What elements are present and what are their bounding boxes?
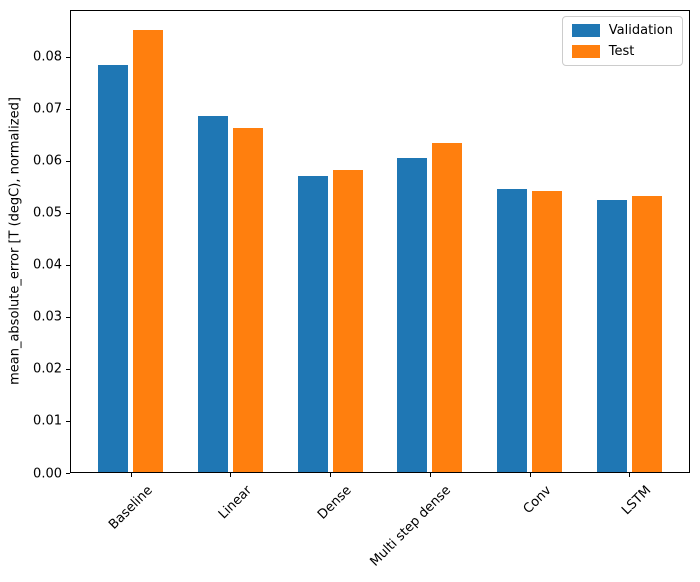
x-tick-mark [130, 473, 132, 477]
y-tick-label: 0.03 [33, 309, 62, 325]
x-tick-label: Dense [315, 483, 355, 523]
x-tick-mark [230, 473, 232, 477]
y-tick-label: 0.02 [33, 361, 62, 377]
legend-label-validation: Validation [608, 23, 673, 38]
bar-test-lstm [631, 195, 662, 472]
bar-validation-conv [497, 189, 527, 472]
plot-area [70, 10, 690, 473]
y-tick-mark [66, 160, 70, 162]
y-tick-label: 0.01 [33, 413, 62, 429]
bar-validation-dense [297, 175, 328, 472]
y-tick-label: 0.07 [33, 101, 62, 117]
x-tick-label: Baseline [105, 483, 156, 533]
x-tick-label: LSTM [618, 483, 654, 519]
x-tick-mark [529, 473, 531, 477]
legend-swatch-validation [571, 24, 600, 37]
y-tick-mark [66, 420, 70, 422]
y-tick-label: 0.08 [33, 49, 62, 65]
x-tick-mark [330, 473, 332, 477]
bar-test-multi-step-dense [432, 143, 463, 472]
bar-validation-baseline [98, 64, 129, 472]
y-tick-mark [66, 473, 70, 474]
bar-test-linear [232, 128, 263, 472]
y-tick-mark [66, 368, 70, 370]
y-tick-label: 0.06 [33, 153, 62, 169]
bar-test-dense [332, 169, 363, 472]
y-tick-mark [66, 316, 70, 318]
x-tick-label: Multi step dense [367, 483, 455, 570]
y-tick-mark [66, 56, 70, 58]
bar-validation-lstm [596, 200, 627, 472]
y-tick-mark [66, 212, 70, 214]
legend: Validation Test [561, 16, 683, 66]
x-tick-label: Linear [215, 483, 256, 523]
y-tick-label: 0.00 [33, 466, 62, 481]
x-tick-mark [629, 473, 631, 477]
y-tick-label: 0.04 [33, 257, 62, 273]
bar-test-baseline [133, 29, 164, 472]
legend-label-test: Test [608, 44, 635, 59]
legend-swatch-test [571, 45, 600, 58]
legend-row-test: Test [571, 44, 673, 59]
bar-validation-multi-step-dense [397, 157, 428, 472]
x-tick-label: Conv [520, 483, 555, 517]
y-tick-label: 0.05 [33, 205, 62, 221]
y-tick-mark [66, 264, 70, 266]
x-tick-mark [429, 473, 431, 477]
bar-validation-linear [198, 116, 228, 472]
legend-row-validation: Validation [571, 23, 673, 38]
y-axis-label: mean_absolute_error [T (degC), normalize… [7, 97, 23, 385]
y-tick-mark [66, 108, 70, 110]
bar-test-conv [532, 191, 562, 472]
